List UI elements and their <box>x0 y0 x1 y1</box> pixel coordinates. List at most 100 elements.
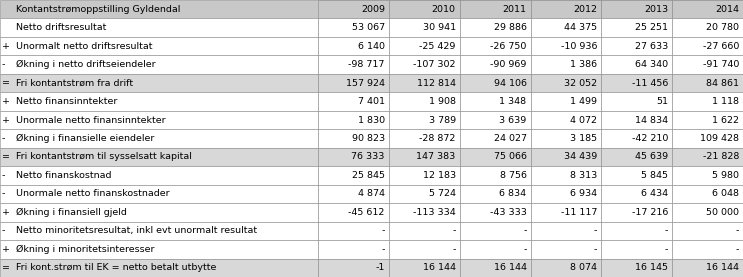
Text: Unormale netto finanskostnader: Unormale netto finanskostnader <box>16 189 169 198</box>
Text: 2014: 2014 <box>715 5 739 14</box>
Text: 4 874: 4 874 <box>358 189 385 198</box>
Text: -: - <box>452 226 455 235</box>
Text: -: - <box>381 226 385 235</box>
Bar <box>389 222 460 240</box>
Bar <box>672 222 743 240</box>
Bar <box>601 258 672 277</box>
Text: -: - <box>736 245 739 254</box>
Bar <box>672 203 743 222</box>
Text: 1 908: 1 908 <box>429 97 455 106</box>
Text: 14 834: 14 834 <box>635 116 668 125</box>
Bar <box>318 185 389 203</box>
Bar <box>601 240 672 258</box>
Bar <box>672 74 743 92</box>
Text: 50 000: 50 000 <box>706 208 739 217</box>
Bar <box>0 74 318 92</box>
Text: Netto driftsresultat: Netto driftsresultat <box>16 23 106 32</box>
Text: 94 106: 94 106 <box>493 79 527 88</box>
Bar <box>531 148 601 166</box>
Bar <box>318 166 389 185</box>
Text: -: - <box>2 226 5 235</box>
Bar <box>601 148 672 166</box>
Text: 2009: 2009 <box>361 5 385 14</box>
Bar <box>318 55 389 74</box>
Text: Økning i netto driftseiendeler: Økning i netto driftseiendeler <box>16 60 155 69</box>
Text: Økning i minoritetsinteresser: Økning i minoritetsinteresser <box>16 245 155 254</box>
Text: 3 185: 3 185 <box>570 134 597 143</box>
Bar <box>318 111 389 129</box>
Bar <box>601 0 672 19</box>
Text: -90 969: -90 969 <box>490 60 527 69</box>
Bar <box>460 166 531 185</box>
Text: 6 934: 6 934 <box>570 189 597 198</box>
Bar <box>672 129 743 148</box>
Bar <box>318 258 389 277</box>
Text: -28 872: -28 872 <box>419 134 455 143</box>
Text: 8 074: 8 074 <box>571 263 597 272</box>
Bar <box>389 0 460 19</box>
Bar <box>389 37 460 55</box>
Bar <box>531 19 601 37</box>
Bar <box>318 0 389 19</box>
Bar <box>672 111 743 129</box>
Bar <box>389 129 460 148</box>
Bar <box>0 111 318 129</box>
Text: 1 118: 1 118 <box>712 97 739 106</box>
Text: -: - <box>665 245 668 254</box>
Text: 1 622: 1 622 <box>712 116 739 125</box>
Bar <box>531 0 601 19</box>
Text: +: + <box>2 245 10 254</box>
Bar <box>460 111 531 129</box>
Text: 6 834: 6 834 <box>499 189 527 198</box>
Bar <box>601 166 672 185</box>
Text: -: - <box>2 189 5 198</box>
Bar <box>389 185 460 203</box>
Bar <box>672 258 743 277</box>
Bar <box>601 37 672 55</box>
Text: 1 386: 1 386 <box>570 60 597 69</box>
Text: -107 302: -107 302 <box>413 60 455 69</box>
Text: 84 861: 84 861 <box>706 79 739 88</box>
Bar <box>0 129 318 148</box>
Text: -11 117: -11 117 <box>561 208 597 217</box>
Text: -: - <box>2 171 5 180</box>
Text: -43 333: -43 333 <box>490 208 527 217</box>
Bar <box>318 19 389 37</box>
Text: 1 499: 1 499 <box>571 97 597 106</box>
Text: 3 789: 3 789 <box>429 116 455 125</box>
Bar <box>460 240 531 258</box>
Text: -17 216: -17 216 <box>632 208 668 217</box>
Text: -: - <box>736 226 739 235</box>
Bar <box>672 0 743 19</box>
Bar <box>0 166 318 185</box>
Text: 1 830: 1 830 <box>357 116 385 125</box>
Text: 29 886: 29 886 <box>493 23 527 32</box>
Text: 112 814: 112 814 <box>417 79 455 88</box>
Text: 157 924: 157 924 <box>345 79 385 88</box>
Bar <box>318 92 389 111</box>
Bar <box>531 129 601 148</box>
Bar <box>318 129 389 148</box>
Text: -: - <box>2 60 5 69</box>
Bar <box>531 74 601 92</box>
Bar <box>389 92 460 111</box>
Text: 7 401: 7 401 <box>358 97 385 106</box>
Text: Fri kont.strøm til EK = netto betalt utbytte: Fri kont.strøm til EK = netto betalt utb… <box>16 263 216 272</box>
Bar <box>672 19 743 37</box>
Text: 75 066: 75 066 <box>493 152 527 161</box>
Text: 2012: 2012 <box>574 5 597 14</box>
Bar <box>0 55 318 74</box>
Bar <box>531 92 601 111</box>
Bar <box>460 19 531 37</box>
Bar <box>389 203 460 222</box>
Bar <box>460 92 531 111</box>
Text: 5 724: 5 724 <box>429 189 455 198</box>
Text: =: = <box>2 263 10 272</box>
Text: +: + <box>2 208 10 217</box>
Bar <box>460 129 531 148</box>
Bar <box>0 222 318 240</box>
Text: Unormale netto finansinntekter: Unormale netto finansinntekter <box>16 116 166 125</box>
Text: 20 780: 20 780 <box>706 23 739 32</box>
Text: 27 633: 27 633 <box>635 42 668 51</box>
Text: =: = <box>2 152 10 161</box>
